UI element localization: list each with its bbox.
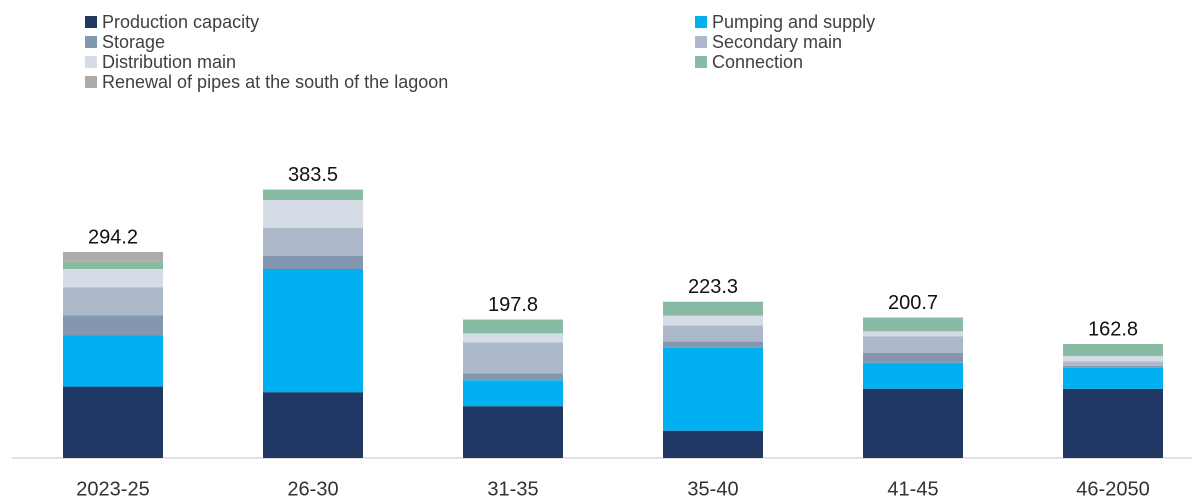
bar-segment [663,315,763,326]
bar-segment [463,333,563,343]
bar-segment [863,362,963,389]
bar-segment [463,319,563,334]
bar-segment [263,392,363,458]
bar-segment [863,317,963,332]
bar-segment [663,341,763,348]
bar-segment [1063,388,1163,458]
bar-segment [463,342,563,374]
legend-swatch [85,56,97,68]
x-tick-label: 46-2050 [1076,478,1149,500]
legend-swatch [695,16,707,28]
legend-swatch [85,16,97,28]
bar-segment [63,261,163,269]
legend-swatch [695,36,707,48]
total-label: 223.3 [688,276,738,298]
x-tick-label: 35-40 [687,478,738,500]
legend-label: Distribution main [102,52,236,72]
bar-segment [663,301,763,316]
bar-segment [263,200,363,228]
bar-segment [63,252,163,262]
bar-segment [463,380,563,407]
legend-swatch [695,56,707,68]
x-tick-label: 26-30 [287,478,338,500]
legend-label: Secondary main [712,32,842,52]
bar-segment [863,353,963,363]
bar-segment [63,269,163,288]
total-label: 197.8 [488,294,538,316]
legend-swatch [85,76,97,88]
bar-segment [1063,355,1163,362]
bar-segment [1063,344,1163,356]
total-label: 200.7 [888,292,938,314]
bar-segment [63,315,163,336]
bar-segment [63,386,163,458]
legend-swatch [85,36,97,48]
x-tick-label: 2023-25 [76,478,149,500]
legend-label: Connection [712,52,803,72]
bar-segment [663,347,763,431]
bar-segment [63,287,163,316]
bar-segment [1063,361,1163,366]
bar-segment [863,388,963,458]
bar-segment [263,269,363,393]
x-tick-label: 31-35 [487,478,538,500]
bar-segment [263,227,363,256]
total-label: 383.5 [288,164,338,186]
legend-label: Renewal of pipes at the south of the lag… [102,72,448,92]
total-label: 162.8 [1088,318,1138,340]
bar-segment [863,336,963,353]
total-label: 294.2 [88,226,138,248]
bar-segment [863,331,963,337]
bar-segment [263,189,363,201]
bar-segment [1063,367,1163,389]
bar-segment [1063,365,1163,368]
bar-segment [463,406,563,458]
bar-segment [463,373,563,381]
bar-segment [63,335,163,387]
legend-label: Production capacity [102,12,259,32]
bar-segment [263,255,363,269]
legend-label: Pumping and supply [712,12,875,32]
bar-segment [663,430,763,458]
bar-segment [663,325,763,342]
legend-label: Storage [102,32,165,52]
x-tick-label: 41-45 [887,478,938,500]
